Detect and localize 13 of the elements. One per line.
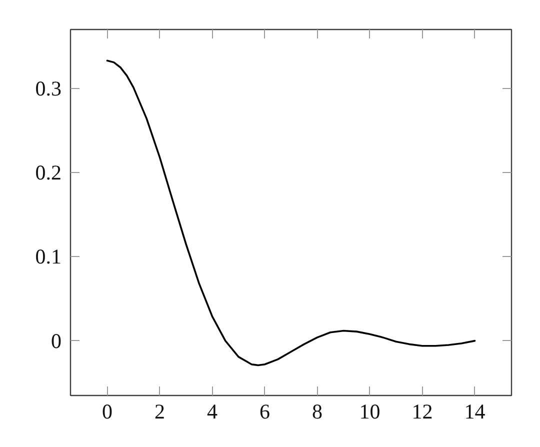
- x-tick-label: 4: [207, 400, 218, 424]
- y-tick-label: 0.2: [35, 160, 62, 185]
- x-tick-label: 8: [312, 400, 322, 424]
- x-tick-label: 0: [102, 400, 112, 424]
- y-tick-label: 0.3: [35, 76, 62, 100]
- y-tick-label: 0: [51, 328, 62, 353]
- line-series: [106, 60, 476, 366]
- x-tick-label: 14: [464, 400, 486, 424]
- x-tick-label: 2: [154, 400, 165, 424]
- x-tick-label: 10: [359, 400, 380, 424]
- x-tick-label: 12: [412, 400, 433, 424]
- y-tick-label: 0.1: [35, 244, 62, 269]
- x-tick-label: 6: [260, 400, 270, 424]
